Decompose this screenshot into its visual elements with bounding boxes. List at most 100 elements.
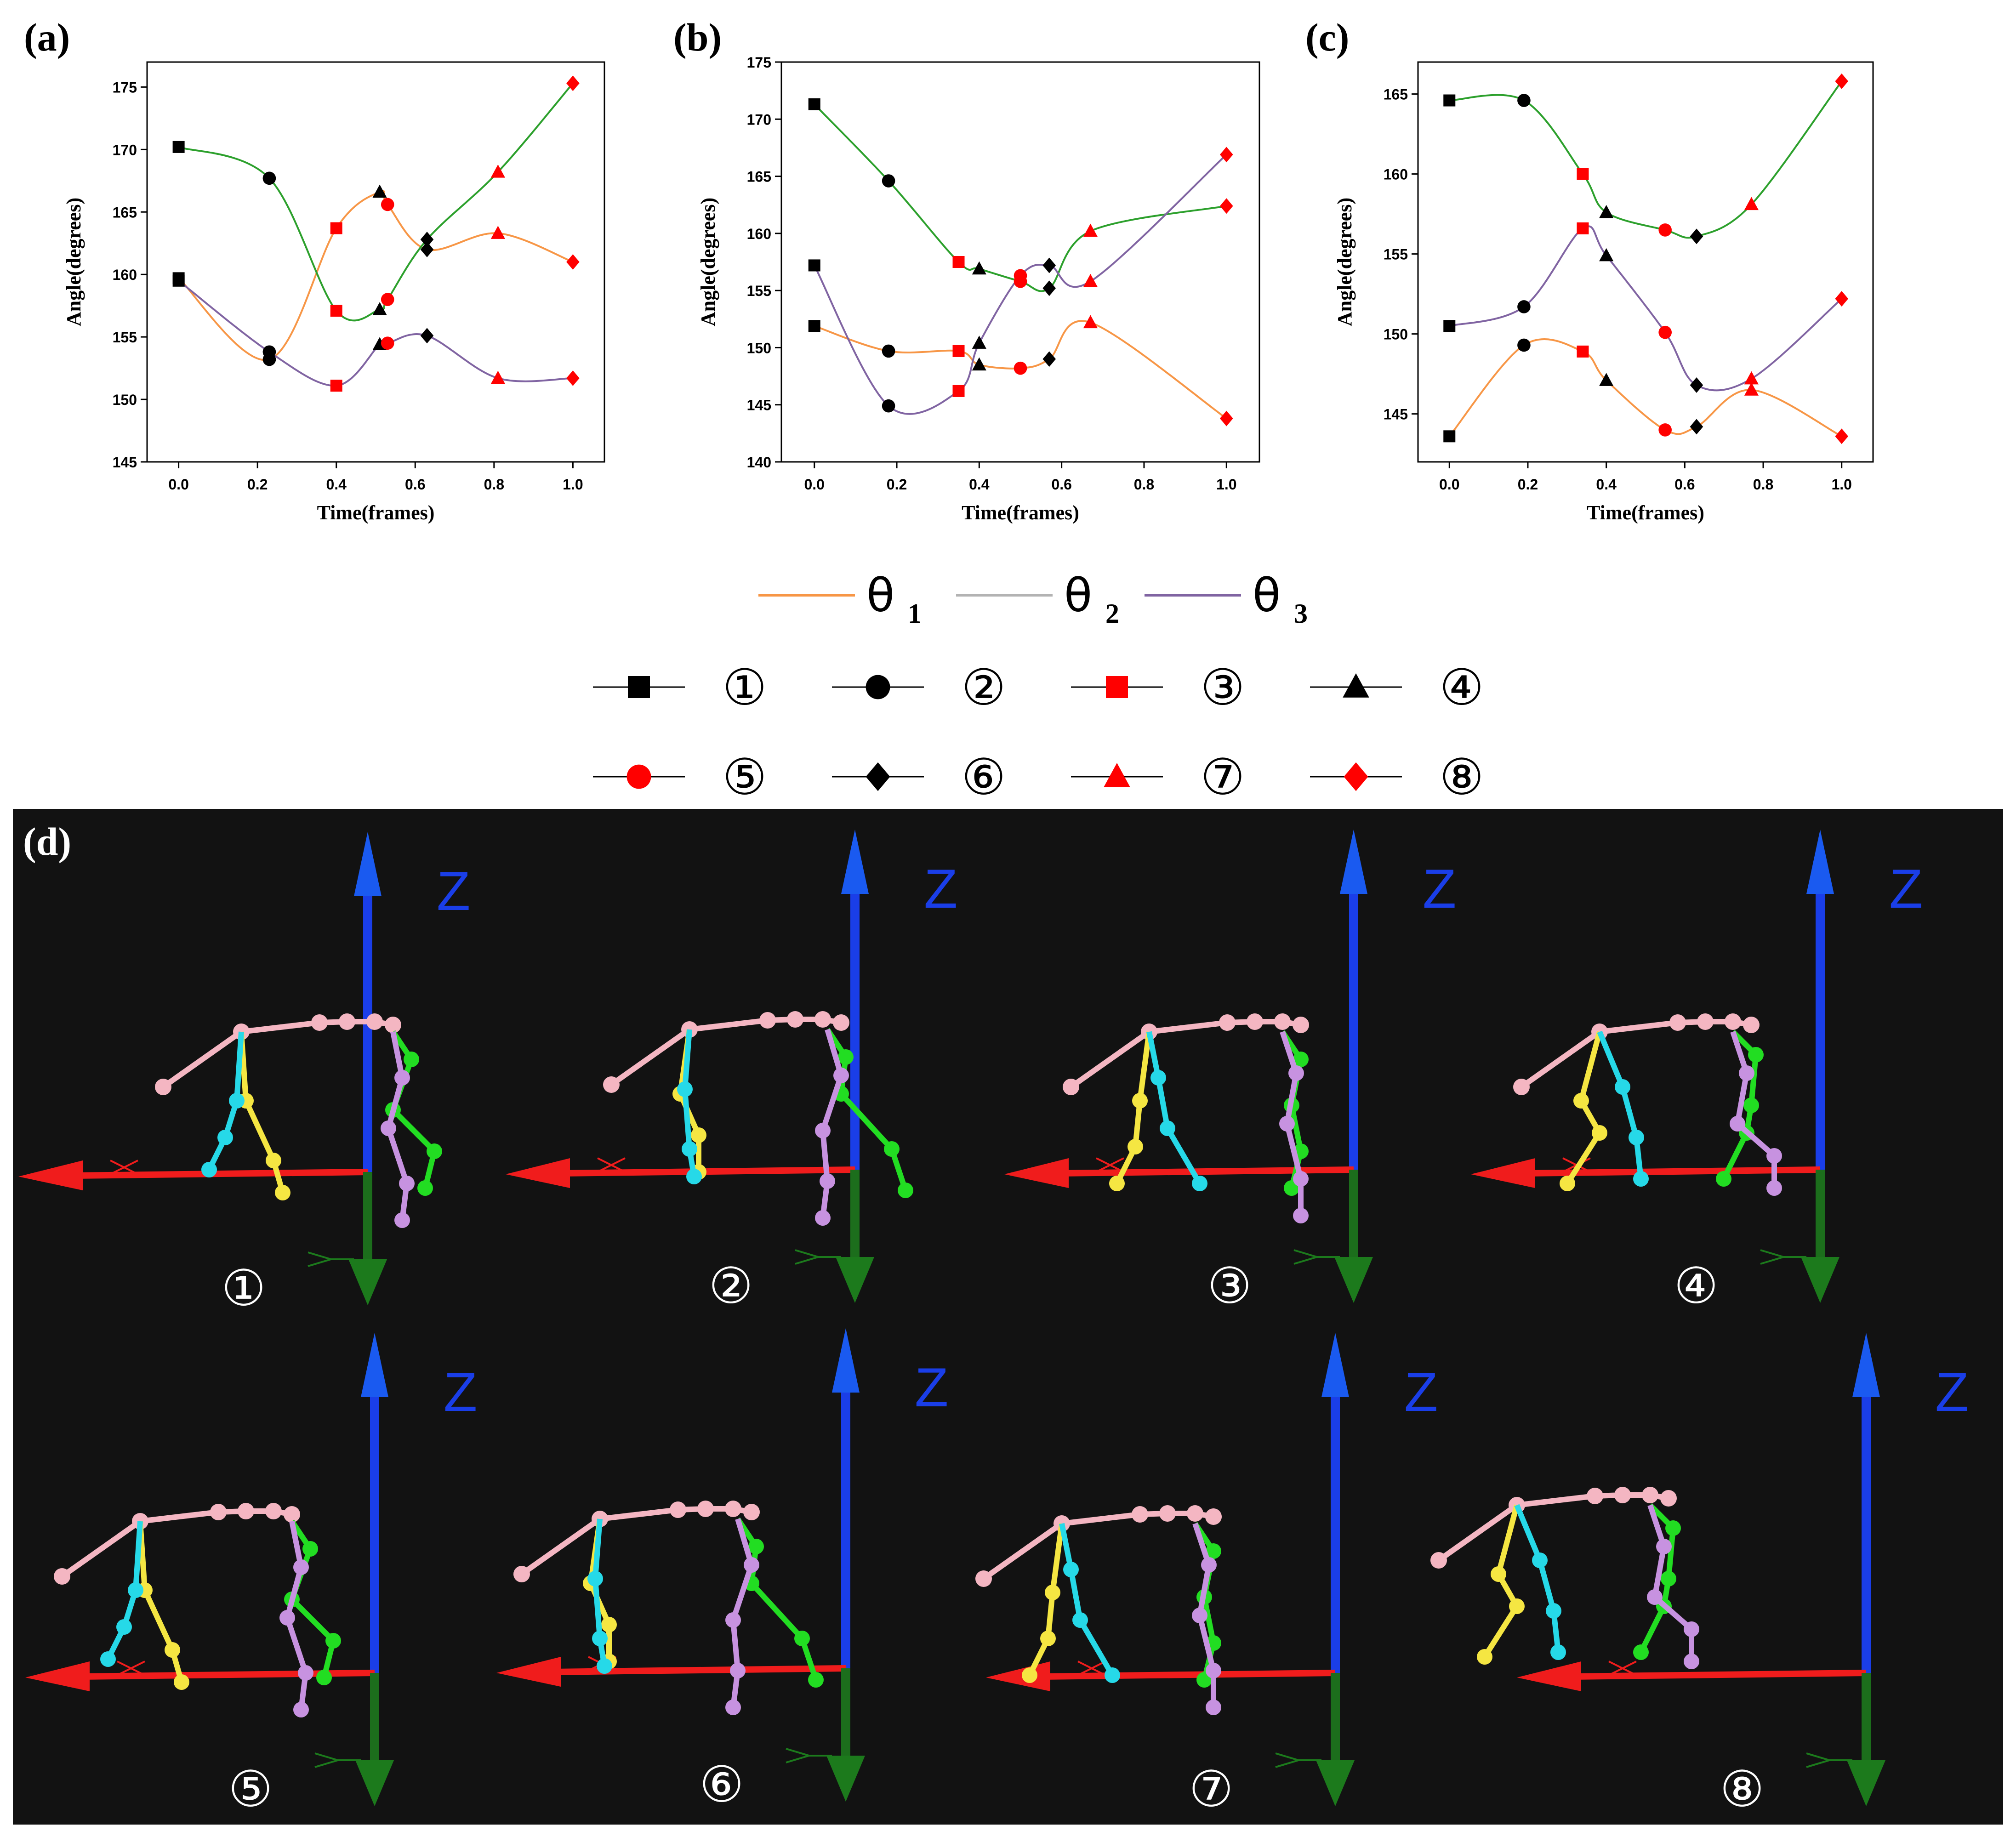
x-axis-title: Time(frames) (962, 501, 1079, 524)
data-point-θ3-2 (262, 345, 276, 359)
skeleton-limb (239, 1031, 285, 1194)
x-tick-label: 0.2 (887, 476, 907, 493)
spine-joint (1247, 1013, 1263, 1030)
skeleton-limb (1565, 1031, 1603, 1185)
y-tick-label: 145 (747, 397, 771, 414)
limb-joint (128, 1582, 143, 1598)
legend: θ 1 θ 2 θ 3① ② ③ ④⑤ ⑥ ⑦ ⑧ (593, 569, 1484, 806)
skeleton-limb (682, 1029, 697, 1177)
limb-joint (592, 1631, 608, 1646)
limb-joint (1766, 1180, 1782, 1196)
limb-joint (677, 1081, 693, 1097)
limb-joint (1592, 1125, 1607, 1141)
skeleton-limb (1114, 1031, 1152, 1185)
data-point-θ1-5 (1014, 361, 1027, 375)
limb-joint (302, 1541, 318, 1557)
limb-joint (1132, 1093, 1148, 1109)
y-axis-glyph (1293, 1249, 1340, 1265)
data-point-θ1-4 (1599, 373, 1614, 386)
spine-joint (725, 1501, 741, 1517)
skeleton-frame-5: Z⑤ (25, 1333, 477, 1818)
data-point-θ3-5 (1658, 325, 1672, 339)
limb-joint (898, 1183, 913, 1198)
z-axis-label: Z (1889, 858, 1923, 920)
spine-joint (1132, 1506, 1148, 1523)
legend-frame-number: ① (723, 659, 767, 716)
x-axis (551, 1665, 846, 1675)
spine-joint (759, 1012, 776, 1029)
spine-joint (1159, 1505, 1176, 1522)
spine-joint (1743, 1017, 1760, 1033)
data-point-θ1-6 (1042, 351, 1056, 367)
y-axis-glyph (1806, 1752, 1852, 1768)
data-point-θ3-3 (330, 380, 342, 392)
spine-joint (787, 1011, 803, 1028)
spine-joint (284, 1506, 300, 1523)
data-point-θ2-8 (1219, 198, 1233, 214)
limb-joint (691, 1127, 706, 1143)
chart-panel-c: (c) 0.0 0.2 0.4 0.6 0.8 1.0 145 150 155 160 165 Time… (1305, 15, 1874, 524)
data-point-θ2-3 (1577, 168, 1589, 180)
limb-joint (1160, 1120, 1175, 1136)
data-point-θ2-7 (1744, 197, 1759, 210)
x-tick-label: 0.6 (405, 476, 425, 493)
x-axis-arrowhead (18, 1160, 83, 1190)
x-axis-arrowhead (1471, 1158, 1535, 1188)
limb-joint (1629, 1130, 1644, 1145)
y-axis-arrowhead (348, 1259, 387, 1305)
panel-label: (c) (1305, 15, 1349, 59)
spine-joint (265, 1503, 282, 1519)
limb-joint (298, 1665, 313, 1681)
z-axis-label: Z (915, 1357, 948, 1418)
data-point-θ3-7 (490, 370, 506, 384)
data-point-θ3-7 (1083, 274, 1098, 287)
y-axis-arrowhead (836, 1257, 874, 1303)
data-point-θ2-1 (1443, 94, 1456, 107)
spine-joint (1614, 1487, 1631, 1503)
data-point-θ2-2 (262, 171, 276, 185)
spine-joint (1293, 1017, 1309, 1033)
data-point-θ1-7 (1744, 382, 1759, 396)
z-axis-label: Z (437, 860, 470, 922)
data-point-θ1-6 (1690, 419, 1703, 435)
limb-joint (1532, 1552, 1548, 1568)
x-axis (1041, 1670, 1336, 1680)
panel-label: (a) (24, 15, 70, 59)
data-point-θ3-4 (1599, 248, 1614, 262)
limb-joint (381, 1120, 396, 1136)
limb-joint (1665, 1520, 1681, 1536)
y-axis-title: Angle(degrees) (63, 198, 85, 326)
frame-number: ③ (1207, 1257, 1252, 1315)
limb-joint (1739, 1065, 1754, 1081)
data-point-θ1-7 (1083, 315, 1098, 329)
legend-frame-number: ⑦ (1201, 749, 1245, 806)
limb-joint (1201, 1557, 1217, 1573)
y-tick-label: 155 (113, 329, 137, 346)
skeleton-limb (592, 1518, 607, 1666)
x-tick-label: 0.8 (1134, 476, 1154, 493)
limb-joint (404, 1052, 419, 1067)
data-point-θ2-5 (381, 293, 394, 306)
limb-joint (682, 1141, 697, 1157)
limb-joint (725, 1700, 741, 1715)
limb-joint (316, 1670, 332, 1685)
limb-joint (1573, 1093, 1589, 1109)
spine-joint (1513, 1079, 1530, 1095)
y-tick-label: 170 (113, 142, 137, 158)
data-point-θ2-3 (952, 256, 965, 268)
y-tick-label: 175 (113, 79, 137, 96)
limb-joint (794, 1631, 810, 1646)
limb-joint (1633, 1171, 1649, 1187)
data-point-θ3-8 (1835, 291, 1849, 307)
skeleton-limb (1514, 1504, 1561, 1653)
spine-joint (603, 1076, 620, 1093)
data-point-θ1-5 (1658, 423, 1672, 437)
limb-joint (1633, 1644, 1649, 1660)
y-axis-arrowhead (1847, 1760, 1885, 1806)
x-tick-label: 0.6 (1051, 476, 1071, 493)
z-axis-label: Z (1935, 1361, 1969, 1423)
limb-joint (165, 1642, 180, 1658)
data-point-θ2-8 (566, 75, 580, 91)
legend-marker-8 (1344, 762, 1368, 791)
limb-joint (394, 1212, 410, 1228)
